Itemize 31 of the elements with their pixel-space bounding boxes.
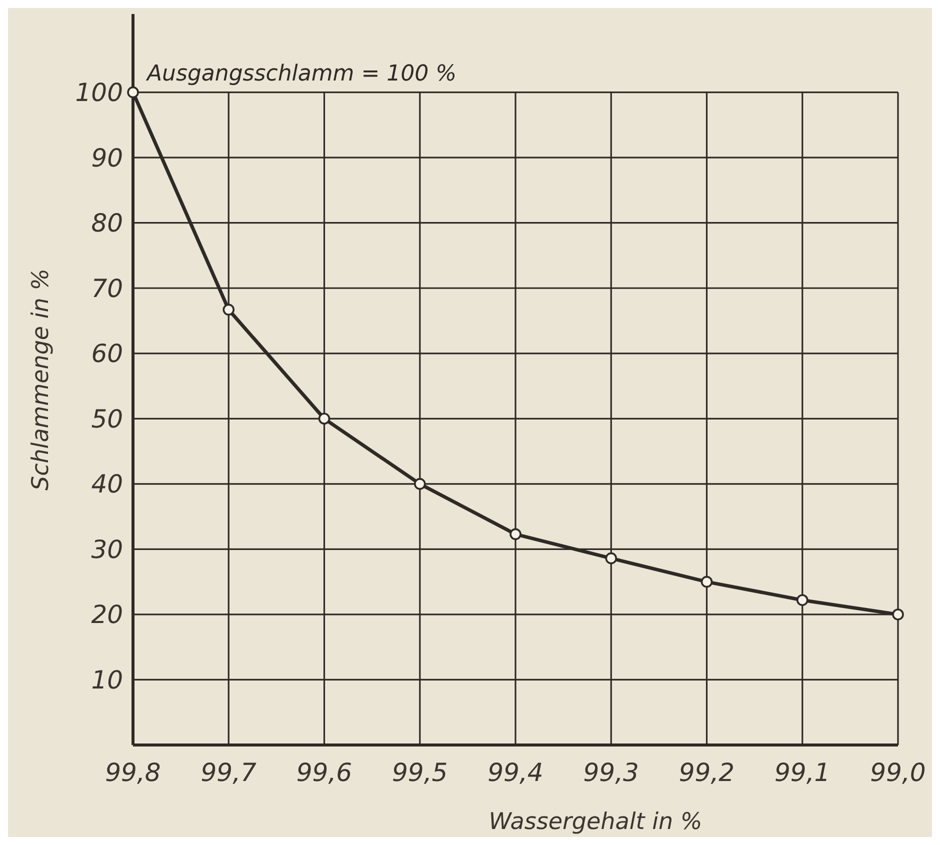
y-tick-label: 80 <box>91 208 123 238</box>
y-tick-label: 100 <box>75 78 123 108</box>
x-tick-label: 99,2 <box>678 758 735 787</box>
x-tick-label: 99,4 <box>488 758 544 787</box>
y-tick-label: 20 <box>91 600 123 630</box>
annotation: Ausgangsschlamm = 100 % <box>145 61 457 86</box>
x-tick-label: 99,6 <box>296 758 352 787</box>
x-tick-label: 99,5 <box>392 758 448 787</box>
point <box>605 552 618 564</box>
x-tick-label: 99,3 <box>583 758 639 787</box>
x-tick-label: 99,8 <box>105 758 161 787</box>
y-tick-label: 60 <box>91 339 123 368</box>
y-tick-label: 10 <box>91 665 123 694</box>
point <box>796 594 808 606</box>
y-tick-label: 30 <box>91 534 123 564</box>
y-tick-label: 40 <box>91 470 123 499</box>
point <box>510 528 522 540</box>
x-axis-title: Wassergehalt in % <box>488 809 702 835</box>
point <box>892 608 904 620</box>
y-tick-label: 50 <box>91 404 123 434</box>
y-tick-label: 70 <box>91 274 123 303</box>
x-tick-label: 99,7 <box>200 758 257 787</box>
y-tick-label: 90 <box>91 143 123 172</box>
point <box>318 412 330 425</box>
x-tick-label: 99,1 <box>774 758 830 787</box>
y-axis-title: Schlammenge in % <box>28 268 54 491</box>
point <box>700 576 713 588</box>
point <box>414 478 426 490</box>
x-tick-label: 99,0 <box>870 758 926 787</box>
point <box>127 86 139 98</box>
point <box>222 304 235 316</box>
